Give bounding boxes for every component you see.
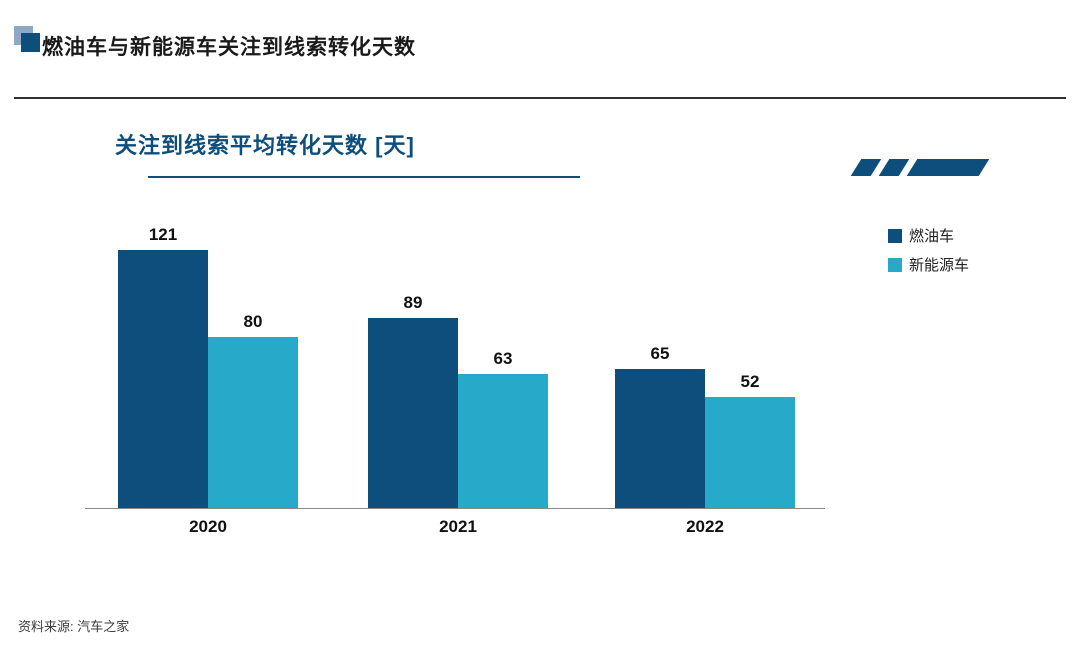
bar-rect	[118, 250, 208, 508]
legend-swatch-icon	[888, 228, 902, 243]
bar-rect	[458, 374, 548, 508]
page-title: 燃油车与新能源车关注到线索转化天数	[42, 36, 416, 59]
chart-legend: 燃油车 新能源车	[888, 225, 969, 275]
slash-bar-icon	[906, 159, 990, 176]
bar-value-label: 65	[650, 344, 670, 363]
bar-rect	[705, 397, 795, 508]
bar-group-2020: 121 80	[118, 225, 298, 508]
bar-rect	[368, 318, 458, 508]
legend-label: 新能源车	[909, 257, 970, 274]
slash-icon	[850, 159, 882, 176]
bar-group-2021: 89 63	[368, 293, 548, 508]
chart-title-underline	[148, 176, 580, 178]
bar-2022-燃油车: 65	[615, 344, 705, 508]
legend-label: 燃油车	[909, 228, 955, 245]
bar-2022-新能源车: 52	[705, 372, 795, 508]
bar-value-label: 63	[493, 349, 513, 368]
accent-square-dark	[21, 33, 40, 52]
bar-value-label: 121	[148, 225, 178, 244]
bar-2020-燃油车: 121	[118, 225, 208, 508]
bar-rect	[615, 369, 705, 508]
bar-value-label: 52	[740, 372, 760, 391]
bar-group-2022: 65 52	[615, 344, 795, 508]
bar-2021-燃油车: 89	[368, 293, 458, 508]
legend-item-燃油车: 燃油车	[888, 225, 969, 246]
title-accent-squares	[14, 26, 41, 53]
x-axis-label-2021: 2021	[439, 517, 477, 536]
data-source-note: 资料来源: 汽车之家	[18, 619, 130, 634]
legend-item-新能源车: 新能源车	[888, 254, 969, 275]
bar-2020-新能源车: 80	[208, 312, 298, 508]
header-divider	[14, 97, 1066, 99]
x-axis-label-2020: 2020	[189, 517, 227, 536]
chart-title: 关注到线索平均转化天数 [天]	[115, 133, 415, 158]
bar-chart-plot-area: 121 80 2020 89 63 2021 65 52 2022	[85, 225, 825, 536]
bar-rect	[208, 337, 298, 508]
legend-swatch-icon	[888, 257, 902, 272]
slash-decoration	[850, 159, 990, 176]
bar-value-label: 89	[403, 293, 423, 312]
bar-2021-新能源车: 63	[458, 349, 548, 508]
slash-icon	[878, 159, 910, 176]
x-axis-label-2022: 2022	[686, 517, 724, 536]
bar-value-label: 80	[243, 312, 263, 331]
